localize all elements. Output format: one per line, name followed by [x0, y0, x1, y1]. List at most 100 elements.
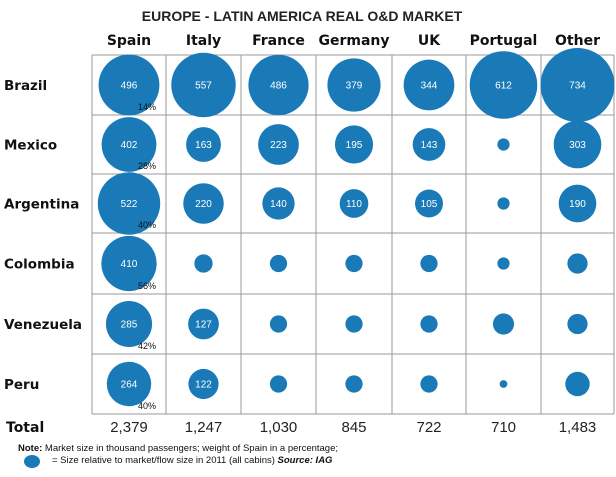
bubble-mexico-spain [101, 117, 157, 172]
bubble-colombia-portugal [497, 257, 510, 270]
column-header-france: France [252, 33, 305, 49]
bubble-argentina-italy [183, 183, 224, 224]
row-header-mexico: Mexico [4, 138, 57, 154]
chart-title: EUROPE - LATIN AMERICA REAL O&D MARKET [142, 8, 463, 24]
column-header-other: Other [555, 33, 600, 49]
total-portugal: 710 [491, 419, 516, 436]
total-uk: 722 [416, 419, 441, 436]
totals-label: Total [6, 420, 44, 436]
column-header-italy: Italy [186, 33, 221, 49]
spain-share-colombia: 56% [138, 281, 156, 291]
note-source-name: IAG [312, 455, 333, 466]
bubble-peru-portugal [499, 380, 508, 388]
bubble-value-label: 486 [270, 81, 287, 92]
bubble-mexico-other [553, 120, 602, 169]
row-header-colombia: Colombia [4, 257, 75, 273]
note-label: Note: [18, 443, 43, 454]
footnote: Note: Market size in thousand passengers… [18, 443, 338, 467]
bubble-value-label: 264 [121, 380, 138, 391]
bubble-value-label: 223 [270, 140, 287, 151]
bubble-value-label: 303 [569, 140, 586, 151]
note-line-2: = Size relative to market/flow size in 2… [52, 455, 278, 466]
bubble-value-label: 143 [421, 140, 438, 151]
bubble-value-label: 195 [346, 140, 363, 151]
bubble-venezuela-germany [345, 315, 363, 333]
bubble-value-label: 379 [346, 81, 363, 92]
column-header-spain: Spain [107, 33, 151, 49]
bubble-value-label: 612 [495, 81, 512, 92]
bubble-peru-other [565, 371, 590, 397]
total-france: 1,030 [260, 419, 298, 436]
spain-share-argentina: 40% [138, 220, 156, 230]
bubble-mexico-germany [334, 125, 374, 164]
bubble-brazil-italy [171, 52, 236, 118]
row-headers: Brazil Mexico Argentina Colombia Venezuela Pe… [4, 78, 82, 393]
total-italy: 1,247 [185, 419, 223, 436]
row-header-peru: Peru [4, 377, 39, 393]
bubble-value-label: 163 [195, 140, 212, 151]
spain-share-brazil: 14% [138, 102, 156, 112]
bubble-value-label: 496 [121, 81, 138, 92]
bubble-argentina-france [262, 187, 295, 220]
bubble-value-label: 122 [195, 380, 212, 391]
bubble-mexico-france [258, 124, 299, 165]
note-line-1: Market size in thousand passengers; weig… [42, 443, 339, 454]
bubble-colombia-france [269, 254, 288, 273]
total-spain: 2,379 [110, 419, 148, 436]
grid-lines [91, 54, 615, 415]
bubble-brazil-uk [403, 59, 455, 111]
bubble-brazil-other [540, 48, 615, 122]
bubble-peru-italy [188, 368, 219, 400]
row-header-venezuela: Venezuela [4, 317, 82, 333]
bubble-peru-spain [106, 361, 152, 407]
row-header-brazil: Brazil [4, 78, 47, 94]
bubble-colombia-germany [345, 254, 363, 273]
bubble-argentina-spain [97, 172, 161, 235]
bubble-venezuela-other [567, 313, 588, 335]
bubble-value-label: 127 [195, 320, 212, 331]
column-header-uk: UK [418, 33, 441, 49]
bubble-mexico-portugal [497, 138, 510, 151]
spain-share-venezuela: 42% [138, 341, 156, 351]
row-header-argentina: Argentina [4, 197, 79, 213]
column-header-portugal: Portugal [470, 33, 538, 49]
bubble-value-label: 410 [121, 259, 138, 270]
bubble-value-label: 110 [346, 199, 362, 210]
bubble-value-label: 402 [121, 140, 138, 151]
spain-share-mexico: 28% [138, 161, 156, 171]
bubbles: 496 557 486 379 344 612 734 14% 402 163 223 195 143 3… [97, 48, 615, 411]
total-germany: 845 [341, 419, 366, 436]
bubble-venezuela-portugal [492, 313, 515, 335]
bubble-value-label: 190 [569, 199, 586, 210]
note-source-label: Source: [277, 455, 313, 466]
bubble-value-label: 557 [195, 81, 212, 92]
bubble-venezuela-italy [188, 308, 219, 340]
bubble-argentina-portugal [497, 197, 510, 210]
column-header-germany: Germany [318, 33, 389, 49]
total-other: 1,483 [559, 419, 597, 436]
bubble-value-label: 734 [569, 81, 586, 92]
bubble-brazil-germany [327, 58, 381, 112]
bubble-argentina-uk [415, 189, 443, 218]
spain-share-peru: 40% [138, 401, 156, 411]
bubble-brazil-spain [98, 54, 160, 116]
bubble-mexico-uk [412, 128, 446, 161]
legend-bubble-icon [24, 455, 40, 468]
bubble-peru-france [269, 375, 288, 393]
bubble-mexico-italy [186, 127, 221, 162]
bubble-argentina-germany [339, 189, 369, 218]
bubble-venezuela-uk [420, 315, 438, 333]
bubble-value-label: 140 [270, 199, 287, 210]
bubble-argentina-other [558, 184, 597, 223]
bubble-value-label: 105 [421, 199, 438, 210]
bubble-peru-germany [345, 375, 363, 393]
bubble-value-label: 344 [421, 81, 438, 92]
bubble-brazil-france [248, 54, 309, 116]
bubble-value-label: 220 [195, 199, 212, 210]
column-headers: Spain Italy France Germany UK Portugal Other [107, 33, 600, 49]
bubble-venezuela-spain [105, 300, 153, 348]
totals-row: Total 2,379 1,247 1,030 845 722 710 1,483 [6, 419, 596, 436]
bubble-colombia-other [567, 253, 588, 274]
bubble-venezuela-france [269, 315, 288, 333]
